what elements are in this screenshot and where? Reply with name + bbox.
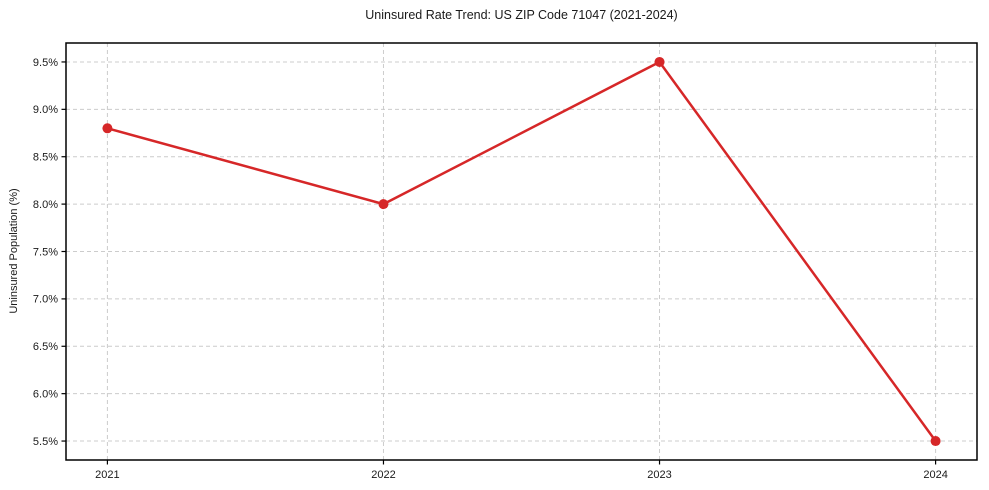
y-tick-label: 8.0% [33,199,58,211]
plot-frame [65,42,978,461]
chart-title: Uninsured Rate Trend: US ZIP Code 71047 … [365,8,678,22]
y-tick-label: 9.0% [33,104,58,116]
y-tick-label: 5.5% [33,436,58,448]
y-tick-label: 8.5% [33,152,58,164]
x-tick-label: 2022 [371,469,395,481]
y-tick-label: 6.0% [33,388,58,400]
y-tick-label: 6.5% [33,341,58,353]
x-tick-label: 2023 [647,469,671,481]
data-point-marker [378,199,389,210]
trend-line [106,60,937,443]
data-point-marker [102,123,113,134]
x-tick-label: 2024 [923,469,947,481]
y-tick-label: 7.5% [33,246,58,258]
data-point-marker [930,436,941,447]
y-tick-label: 7.0% [33,294,58,306]
y-tick-label: 9.5% [33,57,58,69]
data-point-marker [654,56,665,67]
x-tick-label: 2021 [95,469,119,481]
